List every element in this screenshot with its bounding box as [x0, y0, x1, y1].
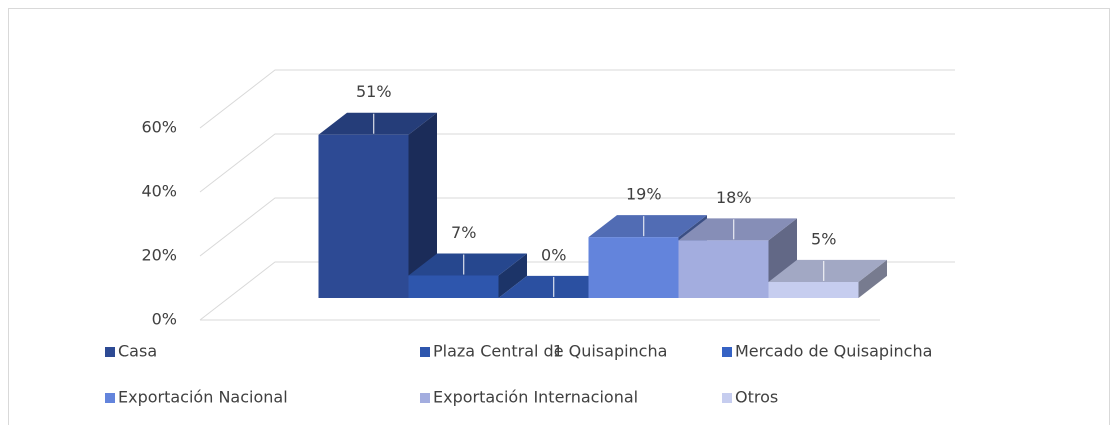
data-label: 5% [811, 229, 836, 248]
grid-line [199, 69, 955, 129]
grid-line [199, 133, 955, 193]
bar [408, 275, 499, 298]
bar-top [498, 275, 617, 298]
y-tick-label: 60% [141, 118, 177, 137]
legend-swatch [722, 393, 732, 403]
legend-label: Otros [735, 388, 778, 407]
data-label: 51% [356, 82, 392, 101]
bar [318, 134, 409, 298]
chart-border [8, 8, 1110, 425]
x-tick-label: 1 [553, 342, 563, 361]
legend-swatch [420, 393, 430, 403]
bar-top [768, 259, 887, 282]
bar [588, 237, 679, 298]
bar-top [408, 253, 527, 276]
bar-side [498, 253, 527, 298]
legend-swatch [722, 347, 732, 357]
legend-label: Casa [118, 342, 157, 361]
bar-top [678, 218, 797, 241]
legend-swatch [105, 347, 115, 357]
bar [678, 240, 769, 298]
bar-top [318, 112, 437, 135]
y-tick-label: 40% [141, 182, 177, 201]
grid-line [199, 197, 955, 257]
y-tick-label: 20% [141, 246, 177, 265]
bar-side [858, 259, 887, 298]
legend-label: Plaza Central de Quisapincha [433, 342, 667, 361]
y-tick-label: 0% [152, 310, 177, 329]
data-label: 19% [626, 185, 662, 204]
bar-top [588, 215, 707, 238]
bar [768, 281, 859, 298]
data-label: 0% [541, 245, 566, 264]
data-label: 18% [716, 188, 752, 207]
legend-swatch [420, 347, 430, 357]
data-label: 7% [451, 223, 476, 242]
bar-side [408, 112, 437, 298]
legend-label: Exportación Internacional [433, 388, 638, 407]
legend-swatch [105, 393, 115, 403]
legend-label: Mercado de Quisapincha [735, 342, 932, 361]
legend-label: Exportación Nacional [118, 388, 288, 407]
